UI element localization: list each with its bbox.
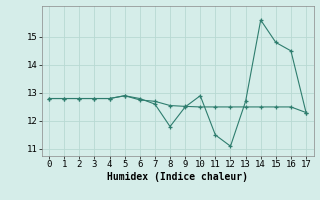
X-axis label: Humidex (Indice chaleur): Humidex (Indice chaleur) [107, 172, 248, 182]
